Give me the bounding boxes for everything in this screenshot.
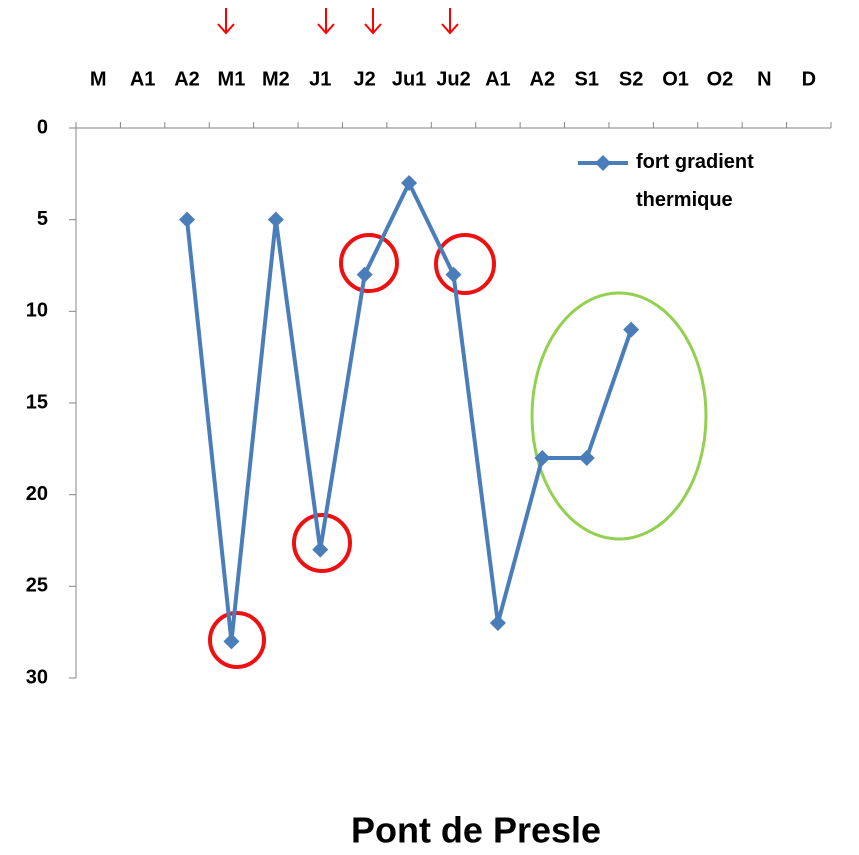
marker [312,541,329,558]
x-tick-label: N [757,68,771,90]
x-tick-label: S1 [575,68,599,90]
marker [578,450,595,466]
y-tick-label: 30 [26,666,48,688]
legend-marker [595,155,611,171]
x-tick-label: O1 [662,68,689,90]
y-tick-label: 10 [26,300,48,322]
arrow [317,8,335,35]
x-tick-label: A1 [130,68,156,90]
x-tick-label: M2 [262,68,290,90]
arrows [217,8,459,35]
marker [179,211,196,228]
highlight-circle [434,233,496,295]
highlight-ellipse [530,291,708,541]
marker [445,266,462,283]
x-tick-label: A2 [530,68,556,90]
marker [401,175,418,191]
y-tick-label: 0 [37,116,48,138]
arrow [364,8,382,35]
marker [623,321,640,338]
arrow [217,8,235,35]
x-tick-label: M1 [218,68,246,90]
line [185,181,634,644]
x-tick-label: J1 [309,68,331,90]
legend-label-line: fort gradient [636,151,754,173]
x-tick-label: J2 [354,68,376,90]
y-tick-label: 20 [26,483,48,505]
legend-label: fort gradient thermique [636,151,754,211]
marker [489,615,506,631]
marker [223,633,240,650]
arrow [441,8,459,35]
legend-label-line: thermique [636,189,733,211]
marker [534,450,551,466]
x-tick-label: Ju2 [436,68,470,90]
highlights [208,233,708,669]
highlight-circle [339,233,399,293]
x-tick-label: Ju1 [392,68,426,90]
y-tick-label: 15 [26,391,48,413]
marker [356,266,373,283]
y-tick-label: 25 [26,575,48,597]
x-tick-label: S2 [619,68,643,90]
x-tick-label: A2 [174,68,200,90]
highlight-circle [292,513,352,573]
x-tick-label: M [90,68,107,90]
x-tick-label: A1 [485,68,511,90]
y-tick-label: 5 [37,208,48,230]
highlight-circle [208,611,266,669]
marker [267,211,284,228]
x-tick-label: O2 [707,68,734,90]
chart-title: Pont de Presle [351,810,601,851]
x-tick-label: D [802,68,816,90]
